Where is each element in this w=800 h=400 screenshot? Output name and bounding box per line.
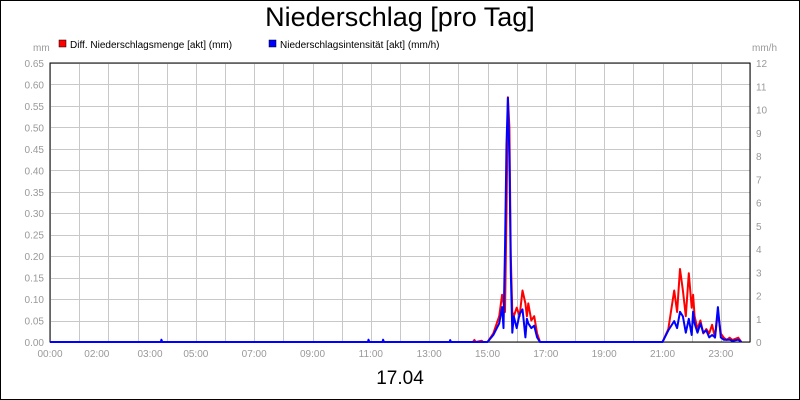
legend-label-1: Diff. Niederschlagsmenge [akt] (mm) <box>70 40 232 51</box>
legend: Diff. Niederschlagsmenge [akt] (mm) Niede… <box>58 39 440 51</box>
series-line-1 <box>50 96 743 343</box>
y-right-tick-label: 11 <box>756 82 767 93</box>
x-tick-label: 13:00 <box>417 349 442 360</box>
y-axis-left: 0.00 0.05 0.10 0.15 0.20 0.25 0.30 0.35 0.40 0.45… <box>25 59 45 349</box>
x-tick-label: 05:00 <box>183 349 208 360</box>
x-tick-label: 02:00 <box>84 349 109 360</box>
y-left-tick-label: 0.40 <box>25 166 45 177</box>
date-label: 17.04 <box>376 368 424 389</box>
y-right-tick-label: 2 <box>756 292 762 303</box>
y-right-tick-label: 5 <box>756 222 762 233</box>
y-right-tick-label: 8 <box>756 152 762 163</box>
y-left-tick-label: 0.35 <box>25 188 45 199</box>
x-tick-label: 21:00 <box>650 349 675 360</box>
x-tick-label: 11:00 <box>359 349 384 360</box>
legend-swatch-2 <box>268 39 277 48</box>
y-left-tick-label: 0.10 <box>25 295 45 306</box>
x-tick-label: 07:00 <box>242 349 267 360</box>
y-left-tick-label: 0.00 <box>25 338 45 349</box>
y-right-tick-label: 4 <box>756 245 762 256</box>
x-tick-label: 19:00 <box>592 349 617 360</box>
y-right-tick-label: 0 <box>756 338 762 349</box>
x-axis: 00:00 02:00 03:00 05:00 07:00 09:00 11:00 13:00… <box>37 349 733 360</box>
chart-title: Niederschlag [pro Tag] <box>265 2 535 32</box>
x-tick-label: 00:00 <box>37 349 62 360</box>
y-right-tick-label: 6 <box>756 199 762 210</box>
x-tick-label: 17:00 <box>533 349 558 360</box>
legend-label-2: Niederschlagsintensität [akt] (mm/h) <box>280 40 440 51</box>
legend-swatch-1 <box>58 39 67 48</box>
y-left-unit: mm <box>33 43 50 54</box>
y-left-tick-label: 0.45 <box>25 145 45 156</box>
y-left-tick-label: 0.25 <box>25 231 45 242</box>
y-left-tick-label: 0.55 <box>25 102 45 113</box>
series-line-2 <box>50 96 742 343</box>
y-right-tick-label: 10 <box>756 106 768 117</box>
x-tick-label: 09:00 <box>300 349 325 360</box>
y-right-tick-label: 1 <box>756 315 762 326</box>
x-tick-label: 03:00 <box>138 349 163 360</box>
y-right-tick-label: 3 <box>756 268 762 279</box>
x-tick-label: 15:00 <box>475 349 500 360</box>
y-right-tick-label: 7 <box>756 175 762 186</box>
x-tick-label: 23:00 <box>708 349 733 360</box>
y-left-tick-label: 0.20 <box>25 252 45 263</box>
y-left-tick-label: 0.60 <box>25 80 45 91</box>
y-left-tick-label: 0.15 <box>25 274 45 285</box>
y-left-tick-label: 0.65 <box>25 59 45 70</box>
y-left-tick-label: 0.50 <box>25 123 45 134</box>
grid <box>50 63 751 343</box>
y-right-tick-label: 9 <box>756 129 762 140</box>
y-left-tick-label: 0.05 <box>25 317 45 328</box>
y-left-tick-label: 0.30 <box>25 209 45 220</box>
y-right-unit: mm/h <box>752 43 777 54</box>
y-right-tick-label: 12 <box>756 59 768 70</box>
series-lines <box>50 96 743 343</box>
